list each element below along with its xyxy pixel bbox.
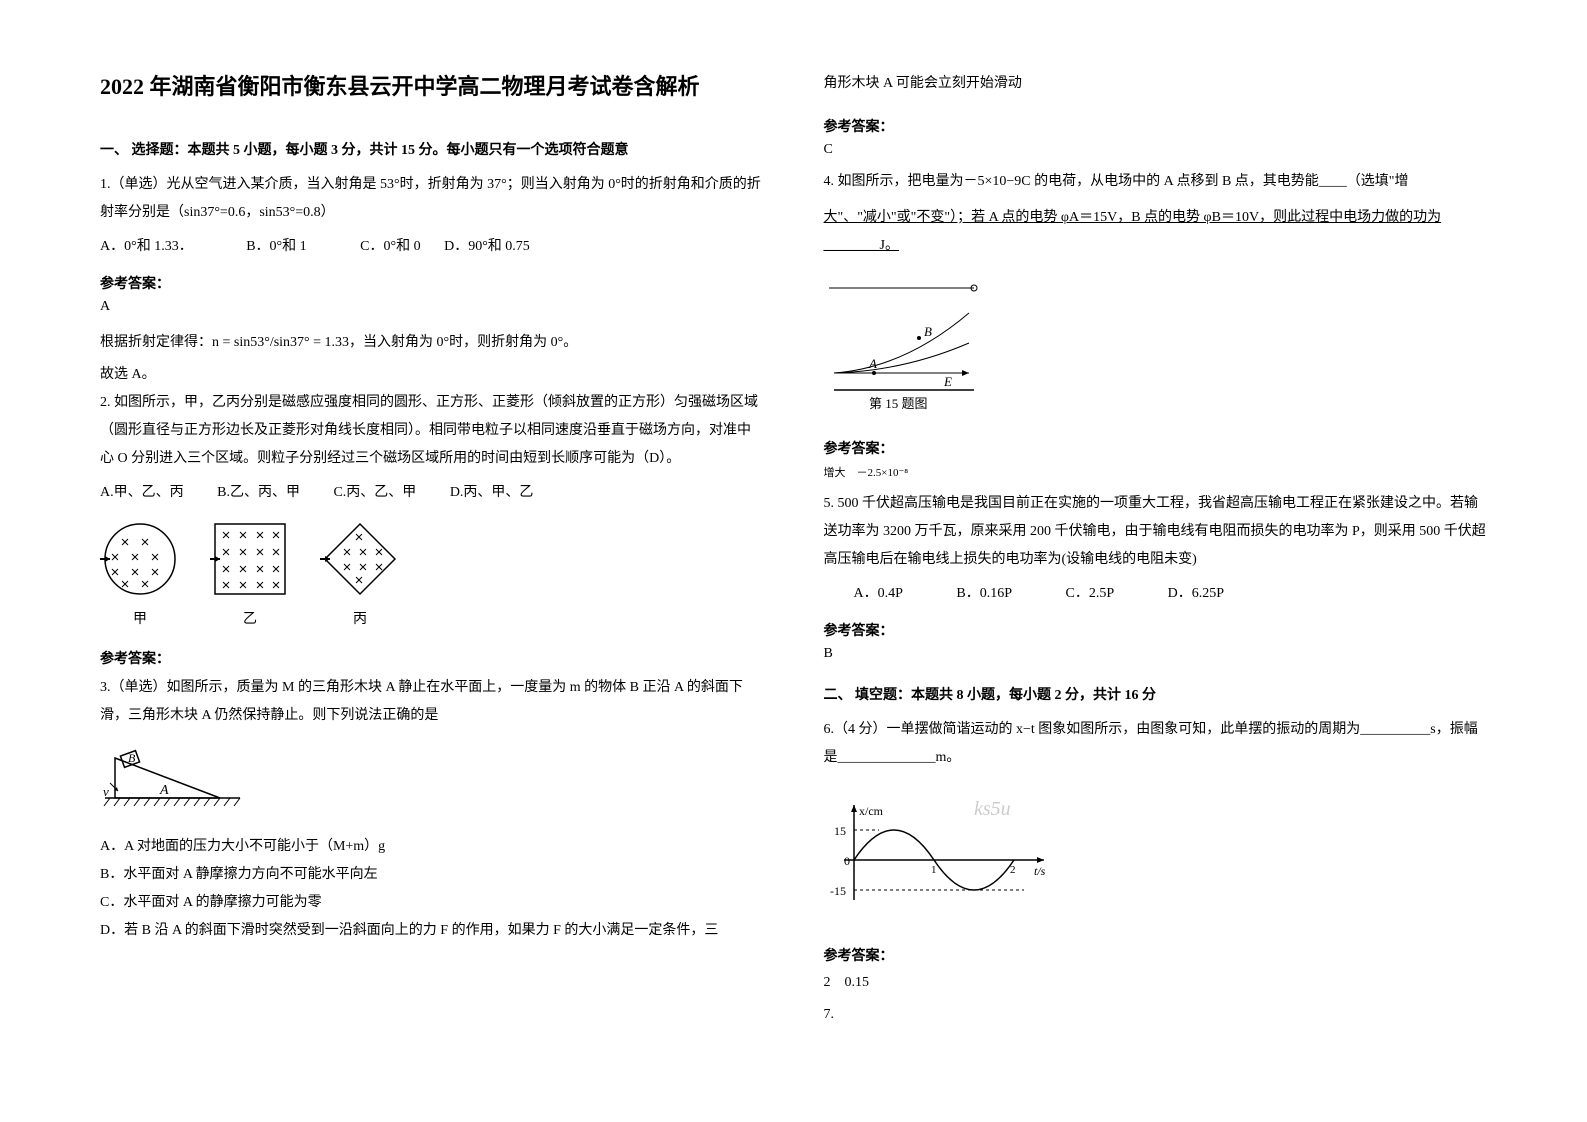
q1-formula: 根据折射定律得：n = sin53°/sin37° = 1.33，当入射角为 0… <box>100 331 764 351</box>
q4-answer: 增大 －2.5×10⁻⁸ <box>824 464 1488 480</box>
block-a-label: A <box>159 783 169 798</box>
q1-opt-d: D．90°和 0.75 <box>444 235 530 255</box>
tick-1: 1 <box>931 864 937 876</box>
velocity-label: v <box>103 784 109 799</box>
right-column: 角形木块 A 可能会立刻开始滑动 参考答案： C 4. 如图所示，把电量为－5×… <box>824 70 1488 1052</box>
q3-opt-c: C．水平面对 A 的静摩擦力可能为零 <box>100 889 764 917</box>
q4-fig-label: 第 15 题图 <box>869 396 928 411</box>
section2-heading: 二、 填空题：本题共 8 小题，每小题 2 分，共计 16 分 <box>824 684 1488 704</box>
q2-label2: 乙 <box>210 608 290 628</box>
diamond-field-icon <box>320 519 400 599</box>
q5-opt-b: B．0.16P <box>956 582 1012 602</box>
q5-options: A．0.4P B．0.16P C．2.5P D．6.25P <box>824 582 1488 602</box>
left-column: 2022 年湖南省衡阳市衡东县云开中学高二物理月考试卷含解析 一、 选择题：本题… <box>100 70 764 1052</box>
square-field-icon <box>210 519 290 599</box>
q3-opt-d: D．若 B 沿 A 的斜面下滑时突然受到一沿斜面向上的力 F 的作用，如果力 F… <box>100 917 764 945</box>
q4-answer-label: 参考答案： <box>824 438 1488 458</box>
q5-opt-d: D．6.25P <box>1168 582 1224 602</box>
q4-text1: 4. 如图所示，把电量为－5×10−9C 的电荷，从电场中的 A 点移到 B 点… <box>824 168 1488 196</box>
q1-conclusion: 故选 A。 <box>100 363 764 383</box>
q7-text: 7. <box>824 1001 1488 1029</box>
q6-answer: 2 0.15 <box>824 971 1488 991</box>
q5-opt-c: C．2.5P <box>1066 582 1115 602</box>
q2-opt-a: A.甲、乙、丙 <box>100 481 184 501</box>
circle-field-icon <box>100 519 180 599</box>
q5-answer: B <box>824 646 1488 662</box>
q1-answer: A <box>100 299 764 315</box>
q2-opt-b: B.乙、丙、甲 <box>217 481 300 501</box>
q2-opt-c: C.丙、乙、甲 <box>333 481 416 501</box>
q1-options: A．0°和 1.33． B．0°和 1 C．0°和 0 D．90°和 0.75 <box>100 235 764 255</box>
incline-block-icon: B A v <box>100 748 260 818</box>
origin-label: 0 <box>844 854 850 868</box>
q1-opt-a: A．0°和 1.33． <box>100 235 193 255</box>
q2-diagram-square: 乙 <box>210 519 290 628</box>
q2-diagrams: 甲 <box>100 519 764 628</box>
q3-text: 3.（单选）如图所示，质量为 M 的三角形木块 A 静止在水平面上，一度量为 m… <box>100 674 764 730</box>
q2-options: A.甲、乙、丙 B.乙、丙、甲 C.丙、乙、甲 D.丙、甲、乙 <box>100 481 764 501</box>
q5-text: 5. 500 千伏超高压输电是我国目前正在实施的一项重大工程，我省超高压输电工程… <box>824 490 1488 574</box>
q4-diagram: B A E 第 15 题图 <box>824 278 1488 418</box>
q6-text: 6.（4 分）一单摆做简谐运动的 x−t 图象如图所示，由图象可知，此单摆的振动… <box>824 716 1488 772</box>
field-e-label: E <box>943 374 952 389</box>
q2-text: 2. 如图所示，甲，乙丙分别是磁感应强度相同的圆形、正方形、正菱形（倾斜放置的正… <box>100 389 764 473</box>
shm-graph-icon: ks5u x/cm t/s 15 0 -15 1 2 <box>824 790 1084 920</box>
q6-answer-label: 参考答案： <box>824 945 1488 965</box>
point-a-label: A <box>868 356 877 371</box>
exam-title: 2022 年湖南省衡阳市衡东县云开中学高二物理月考试卷含解析 <box>100 70 764 103</box>
q3-cont: 角形木块 A 可能会立刻开始滑动 <box>824 70 1488 98</box>
watermark: ks5u <box>974 798 1011 820</box>
q4-text2: 大"、"减小"或"不变"）；若 A 点的电势 φA＝15V，B 点的电势 φB＝… <box>824 204 1488 260</box>
section1-heading: 一、 选择题：本题共 5 小题，每小题 3 分，共计 15 分。每小题只有一个选… <box>100 139 764 159</box>
q1-opt-c: C．0°和 0 <box>360 235 420 255</box>
q3-opt-b: B．水平面对 A 静摩擦力方向不可能水平向左 <box>100 861 764 889</box>
q3-answer-label: 参考答案： <box>824 116 1488 136</box>
y-max: 15 <box>834 824 846 838</box>
q3-answer: C <box>824 142 1488 158</box>
q5-opt-a: A．0.4P <box>854 582 903 602</box>
q5-answer-label: 参考答案： <box>824 620 1488 640</box>
q1-opt-b: B．0°和 1 <box>246 235 306 255</box>
q3-diagram: B A v <box>100 748 764 823</box>
q4-text2-content: 大"、"减小"或"不变"）；若 A 点的电势 φA＝15V，B 点的电势 φB＝… <box>824 210 1442 253</box>
q2-label3: 丙 <box>320 608 400 628</box>
field-lines-icon: B A E 第 15 题图 <box>824 278 994 413</box>
point-b-label: B <box>924 324 932 339</box>
q6-diagram: ks5u x/cm t/s 15 0 -15 1 2 <box>824 790 1488 925</box>
tick-2: 2 <box>1010 864 1016 876</box>
q1-text: 1.（单选）光从空气进入某介质，当入射角是 53°时，折射角为 37°；则当入射… <box>100 171 764 227</box>
q3-opt-a: A．A 对地面的压力大小不可能小于（M+m）g <box>100 833 764 861</box>
q2-diagram-circle: 甲 <box>100 519 180 628</box>
block-b-label: B <box>128 751 136 765</box>
x-axis-label: t/s <box>1034 864 1046 878</box>
q1-answer-label: 参考答案： <box>100 273 764 293</box>
q2-label1: 甲 <box>100 608 180 628</box>
y-min: -15 <box>830 884 846 898</box>
q2-answer-label: 参考答案： <box>100 648 764 668</box>
y-axis-label: x/cm <box>859 804 884 818</box>
q2-diagram-diamond: 丙 <box>320 519 400 628</box>
q2-opt-d: D.丙、甲、乙 <box>450 481 534 501</box>
